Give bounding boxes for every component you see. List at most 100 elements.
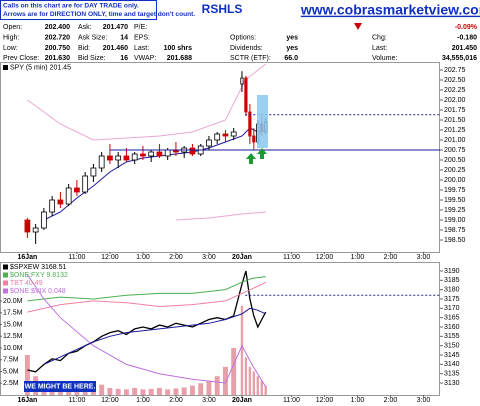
up-arrow [257,148,267,159]
candle-body [107,155,113,161]
x-tick-label: 1:00 [351,254,365,261]
volume-bar [156,387,162,395]
quote-label: Last: [372,45,387,52]
candle-body [214,133,221,141]
x-tick-label: 1:00 [136,254,150,261]
quote-label: Low: [3,45,18,52]
up-arrow [246,153,256,164]
volume-bar [140,389,146,395]
x-tick-label: 2:00 [384,397,398,404]
quote-value: 200.750 [45,45,70,52]
candle-body [131,153,138,161]
volume-bar [206,380,212,395]
volume-tick-label: 7.5M [3,357,19,364]
quote-value: 34,555,016 [442,55,477,62]
annotation-box [24,381,96,392]
series-line [175,211,266,221]
y-tick-label: 200.25 [444,167,466,174]
x-tick-label: 12:00 [316,397,334,404]
volume-bar [165,389,171,395]
quote-label: High: [3,34,19,41]
note-box [0,0,157,20]
y-tick-label: 202.00 [444,97,466,104]
volume-bar [231,348,237,395]
legend-swatch [3,280,8,286]
volume-bar [107,387,113,395]
series-line [27,63,267,141]
x-tick-label: 3:00 [202,254,216,261]
volume-bar [222,366,228,395]
y-tick-label: 3180 [444,286,460,293]
quote-value: yes [286,34,298,41]
x-tick-label: 16Jan [17,254,37,261]
candle-body [32,227,39,233]
y-tick-label: 199.00 [444,217,466,224]
legend-swatch [3,272,8,278]
candle-body [65,187,72,205]
candle-body [230,131,237,137]
volume-bar [24,355,30,395]
candle-body [206,139,212,147]
quote-label: Volume: [372,55,397,62]
candle-body [49,199,56,213]
x-tick-label: 2:00 [169,254,183,261]
site-link[interactable]: www.cobrasmarketview.com [300,2,480,18]
y-tick-label: 3155 [444,333,460,340]
legend-label: $SPXEW 3168.51 [10,264,67,271]
quote-label: SCTR (ETF): [230,55,271,62]
quote-label: Bid: [78,45,90,52]
change-indicator [354,23,362,30]
series-line [27,276,266,302]
candle-body [82,175,89,193]
quote-value: -0.180 [457,34,477,41]
candle-body [156,151,163,157]
series-line [43,307,266,365]
symbol: RSHLS [202,2,243,16]
price-panel: 198.50 198.75 199.00 199.25 199.50 199.75 200.… [0,62,466,261]
y-tick-label: 202.50 [444,77,466,84]
candle-body [90,167,97,177]
quote-value: 201.470 [103,24,128,31]
x-tick-label: 3:00 [417,254,431,261]
candle-body [98,155,105,169]
y-tick-label: 198.50 [444,237,466,244]
volume-tick-label: 15.0M [3,321,23,328]
y-tick-label: 3150 [444,343,460,350]
y-tick-label: 3130 [444,380,460,387]
x-tick-label: 12:00 [101,254,119,261]
note-line: Calls on this chart are for DAY TRADE on… [3,2,139,9]
volume-tick-label: 20.0M [3,298,23,305]
plot-frame [0,262,440,396]
candle-body [115,155,122,161]
quote-label: Bid Size: [78,55,106,62]
note-line: Arrows are for DIRECTION ONLY, time and … [3,11,195,18]
y-tick-label: 3175 [444,296,460,303]
y-tick-label: 201.00 [444,137,466,144]
x-tick-label: 11:00 [68,254,85,261]
y-tick-label: 202.75 [444,67,466,74]
legend-swatch [3,264,8,270]
volume-bar [240,305,244,395]
volume-bar [148,388,154,395]
quote-value: 66.0 [284,55,298,62]
x-tick-label: 11:00 [283,397,300,404]
quote-value: yes [286,45,298,52]
y-tick-label: 3190 [444,268,460,275]
volume-bar [181,387,187,395]
volume-tick-label: 10.0M [3,345,23,352]
y-tick-label: 199.75 [444,187,466,194]
x-tick-label: 3:00 [417,397,431,404]
y-tick-label: 3170 [444,305,460,312]
quote-value: 14 [120,34,128,41]
candle-body [164,149,171,157]
series-line [26,274,267,388]
series-line [27,270,267,373]
volume-tick-label: 12.5M [3,333,23,340]
volume-bar [244,357,248,395]
legend-swatch [3,288,8,294]
x-tick-label: 20Jan [232,397,252,404]
y-tick-label: 3135 [444,371,460,378]
candle-body [57,199,64,205]
volume-bar [264,385,267,395]
